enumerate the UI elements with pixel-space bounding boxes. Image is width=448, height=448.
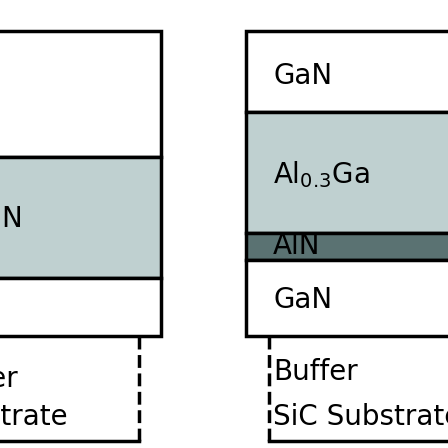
Text: Substrate: Substrate — [0, 403, 68, 431]
Text: GaN: GaN — [273, 62, 332, 90]
Bar — [246, 31, 448, 112]
Bar — [0, 31, 161, 157]
Text: AlN: AlN — [273, 233, 321, 260]
Text: Buffer: Buffer — [273, 358, 358, 386]
Bar — [246, 233, 448, 260]
Bar — [0, 278, 161, 336]
Bar — [246, 112, 448, 233]
Text: GaN: GaN — [273, 286, 332, 314]
Bar — [0, 157, 161, 278]
Text: $\mathregular{Ga_{0.7}N}$: $\mathregular{Ga_{0.7}N}$ — [0, 205, 22, 234]
Text: SiC Substrate: SiC Substrate — [273, 403, 448, 431]
Bar — [246, 260, 448, 336]
Text: Buffer: Buffer — [0, 365, 17, 392]
Text: $\mathregular{Al_{0.3}Ga}$: $\mathregular{Al_{0.3}Ga}$ — [273, 159, 370, 190]
